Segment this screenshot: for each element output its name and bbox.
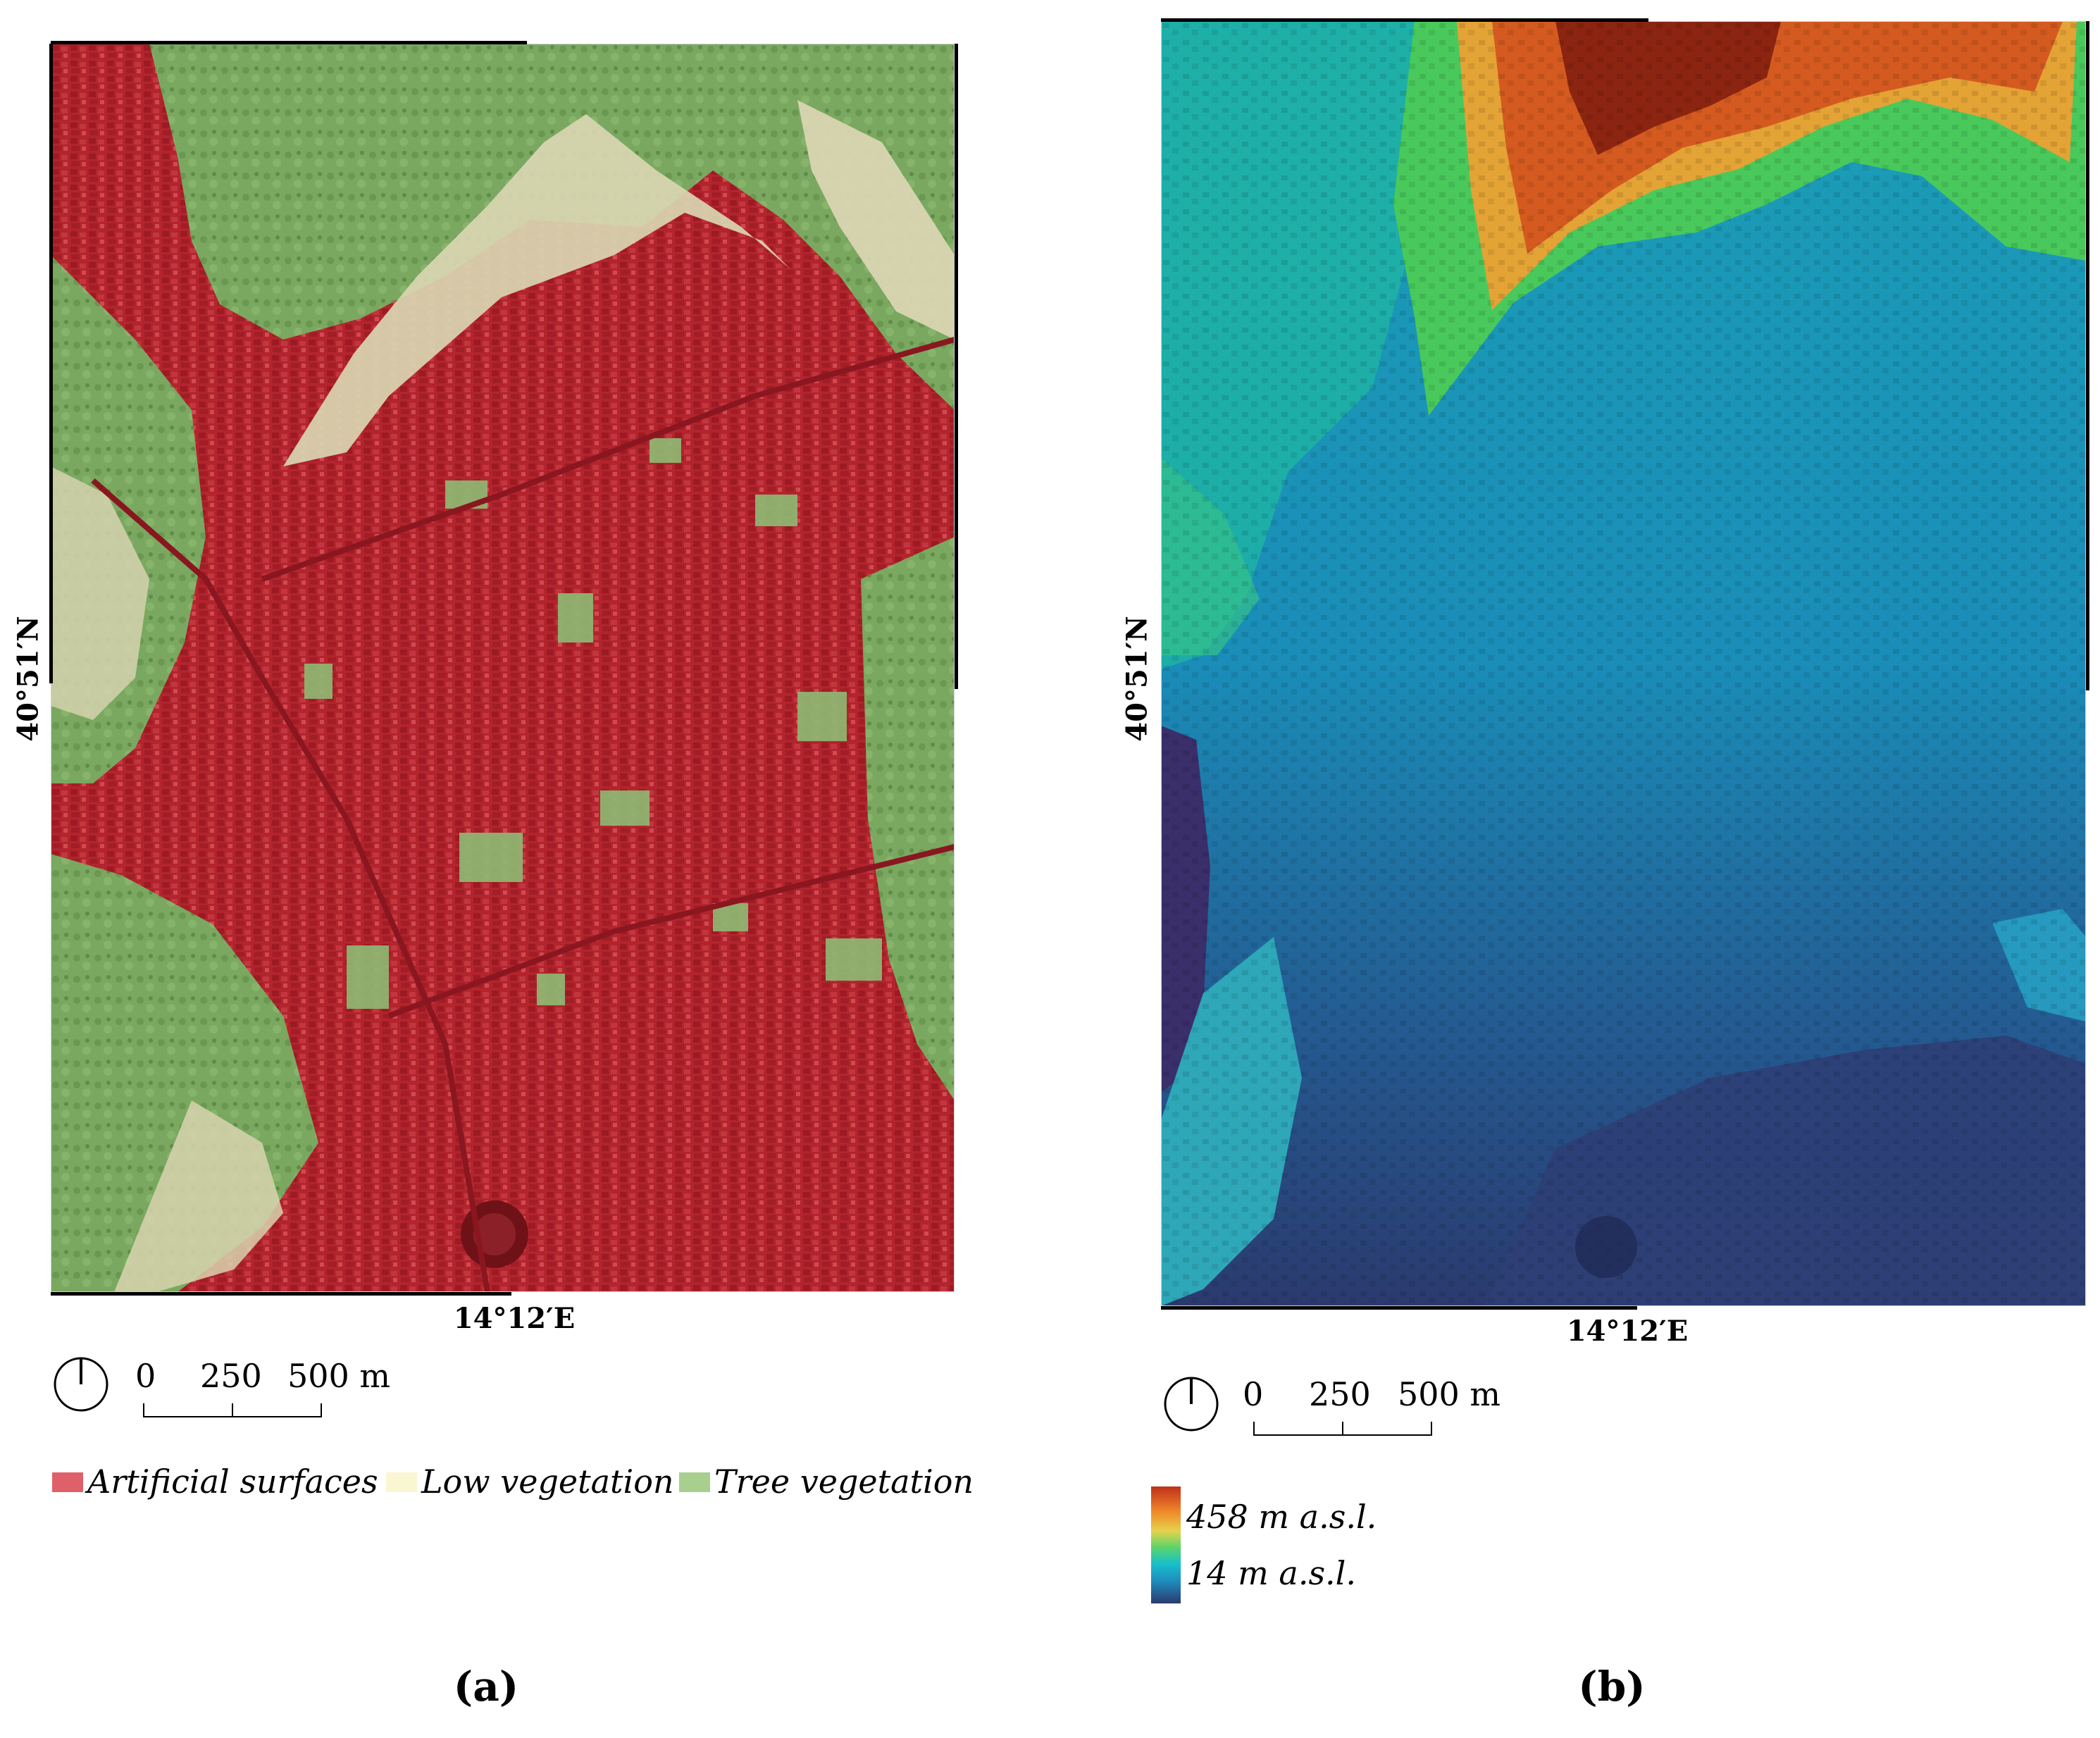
scale-label-500: 500 m: [1398, 1375, 1501, 1413]
stadium: [1575, 1216, 1637, 1278]
legend-swatch-artificial: [52, 1472, 83, 1492]
panel-a: 14°12′E 40°51′N 0 250 500 m Artificial s…: [0, 0, 986, 1738]
tree-vegetation-area: [149, 44, 955, 410]
longitude-label: 14°12′E: [453, 1302, 576, 1335]
legend-low-label: 14 m a.s.l.: [1186, 1554, 1357, 1592]
scale-bar: [1253, 1422, 1432, 1436]
tree-vegetation-area: [861, 537, 955, 1100]
left-frame-bar: [49, 44, 53, 683]
bottom-frame-bar: [51, 1292, 511, 1296]
longitude-label: 14°12′E: [1566, 1315, 1689, 1348]
right-frame-bar: [955, 44, 958, 689]
bottom-frame-bar: [1161, 1306, 1637, 1310]
scale-label-0: 0: [135, 1357, 156, 1395]
legend-label-low-vegetation: Low vegetation: [421, 1463, 674, 1501]
panel-b: 14°12′E 40°51′N 0 250 500 m 458 m a.s.l.…: [986, 0, 2100, 1738]
scale-label-250: 250: [1309, 1375, 1371, 1413]
legend-swatch-low-vegetation: [386, 1472, 417, 1492]
scale-label-500: 500 m: [287, 1357, 391, 1395]
urban-texture: [1161, 21, 2086, 1306]
elevation-colorbar: [1151, 1486, 1181, 1603]
north-arrow-icon: [54, 1357, 108, 1412]
low-vegetation-area: [797, 100, 955, 340]
legend-high-label: 458 m a.s.l.: [1186, 1498, 1377, 1536]
elevation-map[interactable]: [1161, 21, 2086, 1306]
legend-label-tree-vegetation: Tree vegetation: [714, 1463, 974, 1501]
low-vegetation-area: [114, 1100, 283, 1292]
right-frame-bar: [2086, 21, 2089, 690]
latitude-label: 40°51′N: [11, 616, 45, 742]
low-vegetation-area: [283, 114, 790, 466]
top-frame-bar: [1161, 18, 1648, 22]
scale-bar: [143, 1403, 322, 1417]
scale-label-0: 0: [1243, 1375, 1264, 1413]
road-network: [91, 337, 955, 1292]
legend-swatch-tree-vegetation: [679, 1472, 710, 1492]
urban-green-patches: [304, 438, 882, 1009]
land-cover-map[interactable]: [51, 44, 955, 1292]
north-arrow-icon: [1164, 1377, 1219, 1432]
low-vegetation-area: [51, 466, 149, 720]
caption-b: (b): [1578, 1663, 1646, 1711]
top-frame-bar: [51, 41, 527, 44]
scale-label-250: 250: [200, 1357, 262, 1395]
legend-label-artificial: Artificial surfaces: [87, 1463, 378, 1501]
caption-a: (a): [453, 1663, 519, 1711]
latitude-label: 40°51′N: [1120, 616, 1154, 742]
